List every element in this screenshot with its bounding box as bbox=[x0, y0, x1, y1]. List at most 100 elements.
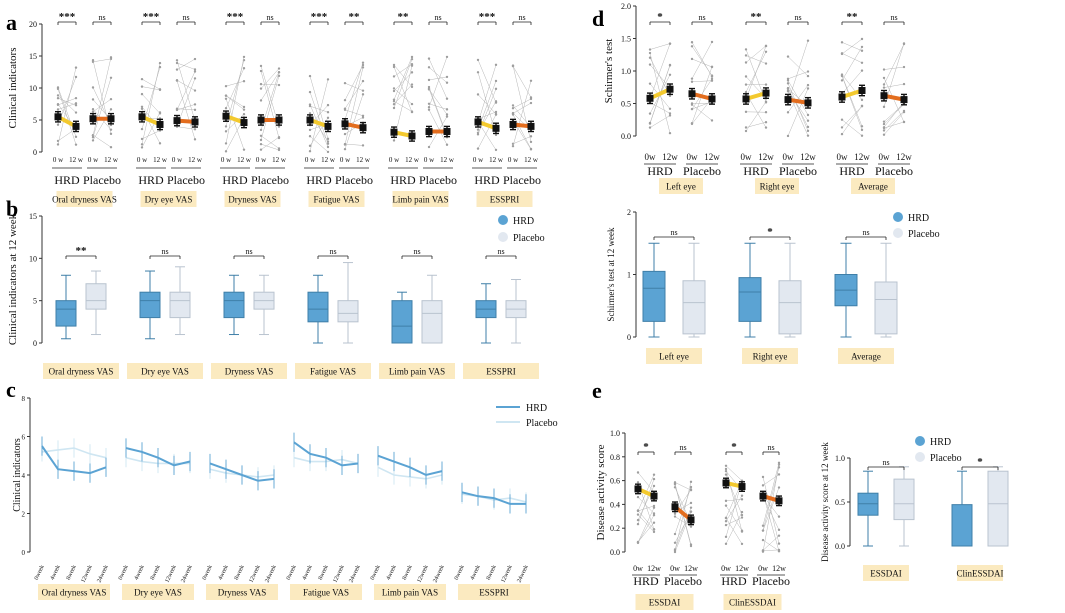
subject-point bbox=[648, 112, 652, 115]
subject-point bbox=[175, 68, 179, 71]
subject-trace bbox=[393, 63, 413, 77]
subject-point bbox=[882, 86, 886, 89]
subject-trace bbox=[637, 507, 655, 543]
subject-point bbox=[56, 108, 60, 111]
legend-placebo-swatch bbox=[893, 228, 903, 238]
group-label-bg bbox=[127, 363, 203, 379]
subject-point bbox=[860, 125, 864, 128]
subject-point bbox=[764, 111, 768, 114]
subject-trace bbox=[841, 75, 863, 130]
subject-point bbox=[740, 498, 744, 501]
subject-point bbox=[91, 86, 95, 89]
indicator-label: Limb pain VAS bbox=[392, 195, 448, 205]
subject-trace bbox=[428, 76, 448, 81]
subject-trace bbox=[393, 88, 413, 105]
subject-trace bbox=[512, 66, 532, 98]
subject-point bbox=[361, 66, 365, 69]
subject-point bbox=[74, 102, 78, 105]
indicator-label: Left eye bbox=[666, 182, 696, 192]
subject-point bbox=[56, 102, 60, 106]
y-axis-label: Clinical indicators bbox=[12, 438, 23, 512]
hrd-mean-marker bbox=[858, 87, 866, 94]
subject-trace bbox=[225, 56, 245, 144]
subject-point bbox=[652, 521, 656, 524]
subject-point bbox=[308, 112, 312, 115]
subject-point bbox=[648, 126, 652, 129]
subject-point bbox=[724, 467, 728, 471]
subject-trace bbox=[725, 517, 743, 526]
x-tick-label: 4week bbox=[218, 564, 230, 581]
subject-point bbox=[902, 42, 906, 46]
y-tick-label: 0 bbox=[22, 549, 26, 557]
subject-point bbox=[175, 107, 179, 110]
subject-point bbox=[427, 66, 431, 69]
subject-point bbox=[668, 42, 672, 45]
x-tick-label: 24week bbox=[516, 564, 529, 583]
subject-point bbox=[361, 63, 365, 67]
hrd-mean-marker bbox=[138, 113, 146, 121]
subject-point bbox=[806, 87, 810, 90]
subject-point bbox=[259, 82, 263, 86]
placebo-significance: ns bbox=[794, 13, 801, 22]
subject-trace bbox=[787, 88, 809, 137]
subject-point bbox=[689, 501, 693, 505]
subject-point bbox=[786, 79, 790, 82]
subject-point bbox=[690, 41, 694, 44]
subject-trace bbox=[762, 535, 780, 551]
subject-point bbox=[140, 92, 144, 96]
subject-trace bbox=[344, 143, 364, 146]
hrd-mean-marker bbox=[72, 122, 80, 130]
subject-point bbox=[445, 81, 449, 84]
indicator-label-bg bbox=[635, 594, 694, 610]
subject-trace bbox=[762, 462, 780, 526]
subject-trace bbox=[787, 40, 809, 103]
subject-point bbox=[427, 57, 431, 60]
subject-point bbox=[761, 484, 765, 487]
subject-point bbox=[529, 101, 533, 105]
subject-point bbox=[648, 56, 652, 59]
x-tick-label: 12week bbox=[248, 564, 261, 583]
hrd-mean-marker bbox=[390, 128, 398, 136]
group-label-bg bbox=[206, 584, 278, 600]
subject-point bbox=[777, 515, 781, 518]
time-label: 0 w bbox=[88, 156, 99, 164]
subject-point bbox=[902, 82, 906, 86]
subject-point bbox=[710, 77, 714, 81]
y-tick-label: 2 bbox=[22, 511, 26, 519]
subject-point bbox=[777, 466, 781, 469]
time-label: 12 w bbox=[69, 156, 84, 164]
subject-point bbox=[882, 122, 886, 126]
x-tick-label: 8week bbox=[318, 564, 330, 581]
placebo-significance: ns bbox=[518, 13, 525, 22]
x-tick-label: 12week bbox=[80, 564, 93, 583]
subject-trace bbox=[841, 74, 863, 101]
hrd-significance: * bbox=[643, 441, 649, 453]
y-tick-label: 15 bbox=[29, 212, 37, 221]
time-label: 12w bbox=[735, 564, 749, 573]
time-label: 0 w bbox=[508, 156, 519, 164]
hrd-mean-marker bbox=[324, 122, 332, 130]
subject-trace bbox=[225, 80, 245, 87]
subject-point bbox=[308, 149, 312, 153]
subject-point bbox=[494, 63, 498, 67]
subject-point bbox=[392, 65, 396, 69]
subject-point bbox=[724, 469, 728, 473]
subject-trace bbox=[691, 42, 713, 77]
subject-point bbox=[673, 541, 677, 544]
subject-point bbox=[636, 522, 640, 526]
subject-point bbox=[56, 97, 60, 100]
subject-trace bbox=[57, 128, 77, 142]
hrd-significance: *** bbox=[143, 11, 160, 23]
y-tick-label: 1 bbox=[627, 271, 631, 280]
subject-point bbox=[91, 108, 95, 111]
subject-point bbox=[511, 113, 515, 116]
subject-point bbox=[668, 114, 672, 117]
subject-point bbox=[673, 532, 677, 536]
hrd-box bbox=[55, 300, 77, 327]
subject-trace bbox=[637, 505, 655, 512]
subject-trace bbox=[309, 117, 329, 146]
subject-point bbox=[494, 110, 498, 114]
subject-point bbox=[668, 131, 672, 135]
subject-trace bbox=[512, 102, 532, 114]
